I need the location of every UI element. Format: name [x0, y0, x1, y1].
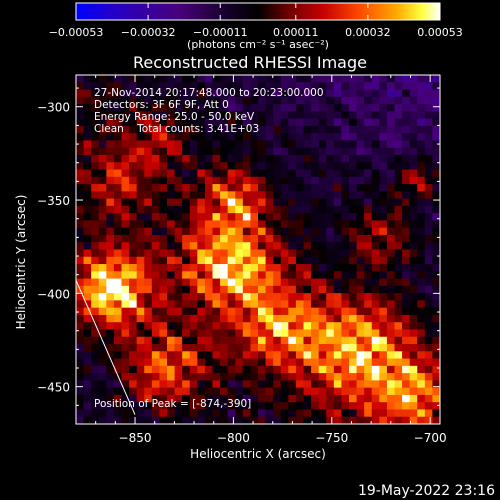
colorbar-units-label: (photons cm⁻² s⁻¹ asec⁻²)	[187, 38, 329, 51]
x-axis-label: Heliocentric X (arcsec)	[190, 447, 326, 461]
x-tick-label: −800	[217, 431, 250, 445]
y-tick-label: −450	[37, 381, 70, 395]
colorbar-tick-label: −0.00011	[193, 26, 248, 39]
plot-frame	[75, 74, 441, 425]
annotation-energy-range: Energy Range: 25.0 - 50.0 keV	[94, 111, 255, 123]
colorbar: −0.00053 −0.00032 −0.00011 0.00011 0.00032 0.…	[49, 2, 463, 51]
plot-area: −850 −800 −750 −700 −450 −400 −350 −300	[37, 74, 447, 445]
x-tick-label: −850	[119, 431, 152, 445]
colorbar-tick-label: 0.00053	[417, 26, 463, 39]
heatmap-image	[76, 75, 440, 424]
x-tick-label: −750	[315, 431, 348, 445]
colorbar-tick-label: 0.00011	[273, 26, 319, 39]
annotation-detectors: Detectors: 3F 6F 9F, Att 0	[94, 99, 229, 111]
y-tick-label: −400	[37, 287, 70, 301]
colorbar-ticks: −0.00053 −0.00032 −0.00011 0.00011 0.00032 0.…	[49, 3, 463, 39]
axis-ticks: −850 −800 −750 −700 −450 −400 −350 −300	[37, 75, 447, 445]
y-tick-label: −350	[37, 194, 70, 208]
colorbar-tick-label: −0.00053	[49, 26, 104, 39]
solar-limb-line	[76, 280, 136, 415]
y-axis-label: Heliocentric Y (arcsec)	[14, 195, 28, 330]
annotation-peak-position: Position of Peak = [-874,-390]	[94, 398, 251, 410]
plot-title: Reconstructed RHESSI Image	[133, 53, 367, 72]
y-tick-label: −300	[37, 101, 70, 115]
colorbar-tick-label: 0.00032	[345, 26, 391, 39]
annotation-time-range: 27-Nov-2014 20:17:48.000 to 20:23:00.000	[94, 87, 324, 99]
annotations: 27-Nov-2014 20:17:48.000 to 20:23:00.000…	[94, 87, 324, 410]
colorbar-tick-label: −0.00032	[121, 26, 176, 39]
annotation-method-counts: Clean Total counts: 3.41E+03	[94, 123, 259, 135]
render-timestamp: 19-May-2022 23:16	[358, 483, 495, 499]
colorbar-gradient	[75, 2, 441, 21]
x-tick-label: −700	[414, 431, 447, 445]
